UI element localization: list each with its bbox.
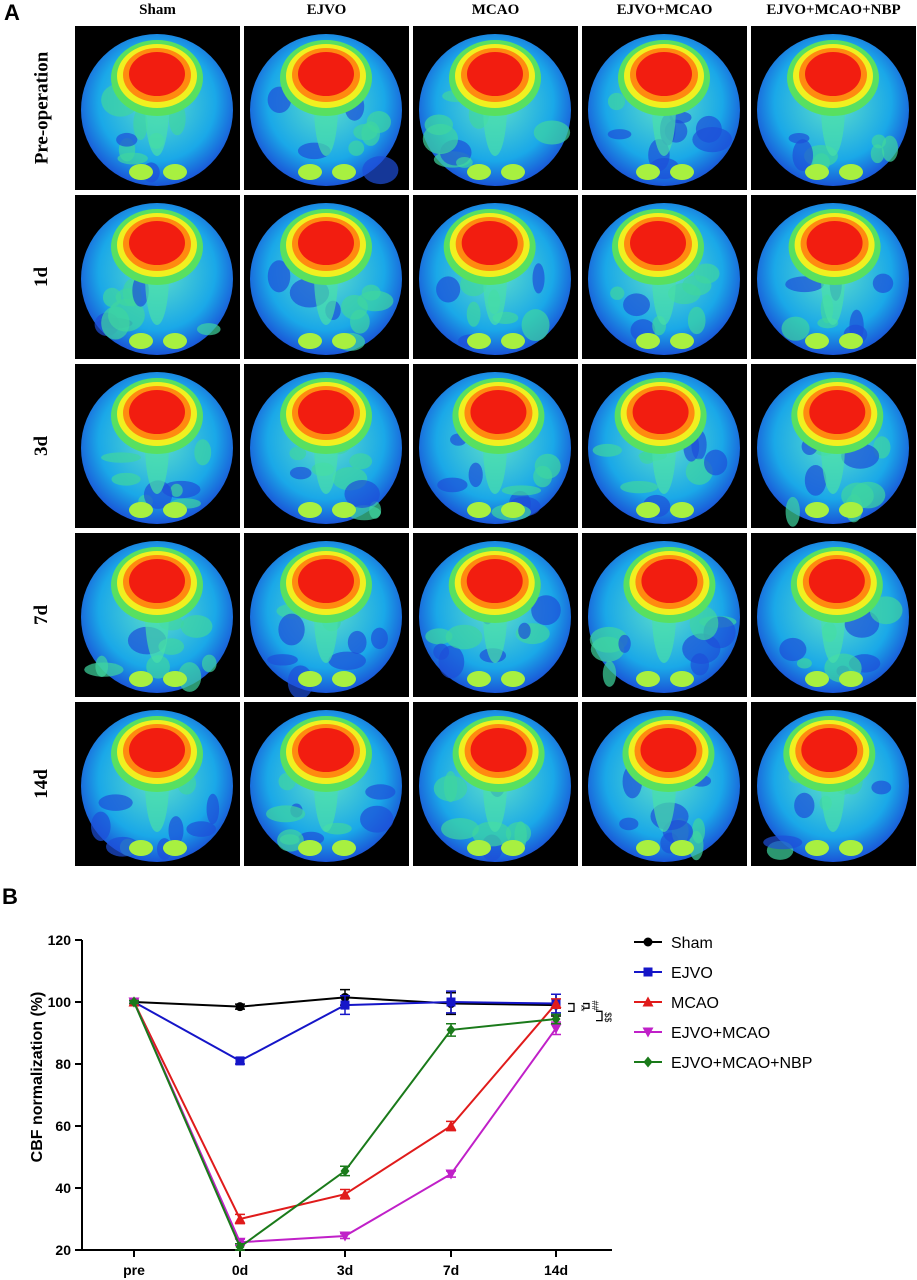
legend-label: EJVO	[671, 965, 713, 982]
series-mcao	[128, 996, 562, 1225]
y-tick-label: 40	[55, 1180, 71, 1196]
data-point	[445, 1120, 457, 1131]
scan-ejvo-mcao-14d	[582, 702, 747, 866]
y-tick-label: 120	[48, 932, 72, 948]
row-header-pre-operation: Pre-operation	[31, 51, 52, 165]
column-header-ejvo-mcao: EJVO+MCAO	[616, 2, 713, 18]
legend-marker	[642, 996, 654, 1007]
y-tick-label: 20	[55, 1242, 71, 1258]
scan-mcao-3d	[413, 364, 578, 528]
panel-a-label: A	[4, 0, 20, 25]
significance-mark: ##	[590, 1001, 600, 1011]
x-tick-label: 14d	[544, 1262, 568, 1278]
scan-ejvo-mcao-nbp-3d	[751, 364, 916, 528]
column-header-ejvo: EJVO	[306, 2, 347, 18]
series-line-ejvo-mcao-nbp	[133, 1001, 557, 1249]
row-header-14d: 14d	[30, 769, 52, 799]
significance-mark: $$	[603, 1012, 613, 1022]
data-point	[446, 1024, 456, 1036]
data-point	[550, 1023, 562, 1034]
series-line-mcao	[133, 1001, 557, 1221]
y-tick-label: 80	[55, 1056, 71, 1072]
row-header-1d: 1d	[30, 266, 52, 288]
scan-mcao-pre	[413, 26, 578, 190]
legend-item-ejvo-mcao-nbp: EJVO+MCAO+NBP	[634, 1055, 812, 1072]
scan-ejvo-mcao-7d	[582, 533, 747, 697]
significance-annotations: ** ##$$	[568, 1001, 613, 1022]
chart-axes: 20 40 60 80 100 120 pre 0d 3d 7d 14d	[48, 932, 612, 1278]
scan-ejvo-mcao-3d	[582, 364, 747, 528]
data-point	[234, 1213, 246, 1224]
chart-legend: Sham EJVO MCAO EJVO+MCAO EJVO+MCAO+NBP	[634, 935, 812, 1072]
legend-item-mcao: MCAO	[634, 995, 719, 1012]
scan-ejvo-1d	[244, 195, 409, 359]
significance-mark: **	[576, 1005, 586, 1013]
scan-sham-pre	[75, 26, 240, 190]
legend-label: MCAO	[671, 995, 719, 1012]
panel-b-label: B	[2, 884, 18, 909]
legend-item-ejvo: EJVO	[634, 965, 713, 982]
row-header-3d: 3d	[30, 435, 52, 457]
x-tick-label: pre	[123, 1262, 145, 1278]
column-header-mcao: MCAO	[471, 2, 520, 18]
scan-ejvo-14d	[244, 702, 409, 866]
legend-label: EJVO+MCAO+NBP	[671, 1055, 812, 1072]
data-point	[550, 998, 562, 1009]
scan-ejvo-mcao-1d	[582, 195, 747, 359]
scan-mcao-14d	[413, 702, 578, 866]
data-point	[339, 1188, 351, 1199]
series-ejvo	[129, 990, 561, 1066]
scan-ejvo-3d	[244, 364, 409, 528]
scan-ejvo-7d	[244, 533, 409, 697]
x-tick-label: 3d	[337, 1262, 353, 1278]
scan-mcao-7d	[413, 533, 578, 697]
bracket-dollar	[596, 1010, 603, 1022]
scan-sham-7d	[75, 533, 240, 697]
chart-series	[128, 988, 562, 1253]
y-tick-label: 100	[48, 994, 72, 1010]
scan-mcao-1d	[413, 195, 578, 359]
data-point	[235, 1056, 245, 1066]
data-point	[129, 996, 139, 1008]
legend-item-sham: Sham	[634, 935, 713, 952]
scan-ejvo-mcao-pre	[582, 26, 747, 190]
column-header-ejvo-mcao-nbp: EJVO+MCAO+NBP	[766, 2, 901, 18]
legend-marker	[643, 1056, 653, 1068]
row-header-7d: 7d	[30, 604, 52, 626]
y-tick-label: 60	[55, 1118, 71, 1134]
data-point	[446, 997, 456, 1007]
legend-label: Sham	[671, 935, 713, 952]
scan-sham-1d	[75, 195, 240, 359]
data-point	[340, 1165, 350, 1177]
data-point	[235, 1241, 245, 1253]
bracket-hash	[583, 1002, 590, 1009]
scan-ejvo-mcao-nbp-7d	[751, 533, 916, 697]
scan-sham-14d	[75, 702, 240, 866]
scan-ejvo-mcao-nbp-14d	[751, 702, 916, 866]
scan-ejvo-pre	[244, 26, 409, 190]
column-header-sham: Sham	[139, 2, 176, 18]
legend-marker	[642, 1027, 654, 1038]
x-tick-label: 7d	[443, 1262, 459, 1278]
scan-ejvo-mcao-nbp-1d	[751, 195, 916, 359]
scan-sham-3d	[75, 364, 240, 528]
y-axis-label: CBF normalization (%)	[29, 992, 46, 1163]
data-point	[339, 1231, 351, 1242]
data-point	[235, 1002, 245, 1012]
legend-marker	[643, 937, 653, 947]
scan-ejvo-mcao-nbp-pre	[751, 26, 916, 190]
bracket-double-star	[568, 1002, 575, 1012]
x-tick-label: 0d	[232, 1262, 248, 1278]
data-point	[445, 1169, 457, 1180]
cbf-line-chart: CBF normalization (%) 20 40 60 80 100 120 pre 0…	[29, 932, 812, 1278]
legend-item-ejvo-mcao: EJVO+MCAO	[634, 1025, 770, 1042]
data-point	[340, 1000, 350, 1010]
legend-marker	[643, 967, 653, 977]
legend-label: EJVO+MCAO	[671, 1025, 770, 1042]
